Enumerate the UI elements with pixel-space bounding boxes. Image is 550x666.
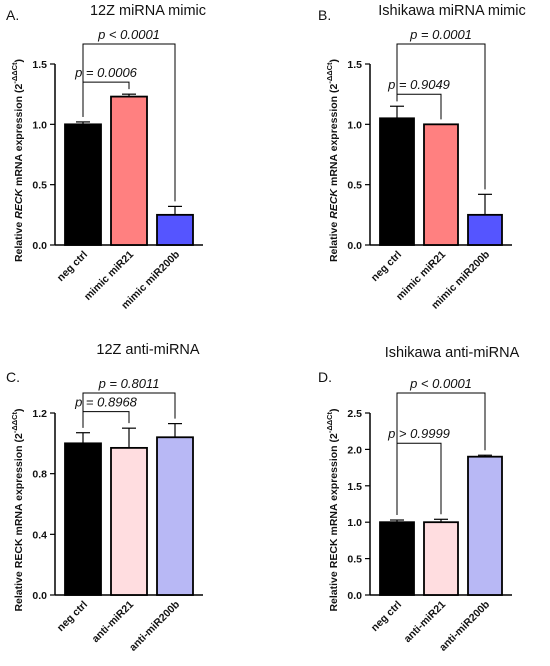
bar (156, 213, 194, 246)
y-label-prefix: Relative (13, 571, 25, 611)
panel-label: B. (318, 7, 331, 23)
y-label-prefix: Relative (328, 571, 340, 611)
y-axis-label: Relative RECK mRNA expression (2-ΔΔCt) (10, 59, 25, 262)
chart-title: 12Z miRNA mimic (90, 3, 206, 19)
y-tick-label: 1.5 (347, 481, 362, 493)
y-label-suffix: mRNA expression (2 (328, 433, 340, 535)
p-value-label: p < 0.0001 (409, 376, 472, 391)
p-value-label: p = 0.9049 (387, 77, 450, 92)
y-tick-label: 0.4 (32, 529, 47, 541)
chart-title: Ishikawa miRNA mimic (378, 3, 525, 19)
y-tick-label: 0.5 (347, 554, 362, 566)
bar (110, 446, 148, 596)
bar (64, 123, 102, 246)
y-label-exponent: -ΔΔCt (325, 411, 334, 433)
p-value-label: p > 0.9999 (387, 426, 450, 441)
y-label-close: ) (328, 408, 340, 412)
y-tick-label: 0.0 (32, 240, 47, 252)
y-label-suffix: mRNA expression (2 (13, 84, 25, 186)
y-label-suffix: mRNA expression (2 (328, 84, 340, 186)
panel-a: A. 12Z miRNA mimic 0.0 0.5 1.0 1.5 Relative REC… (6, 3, 206, 312)
panel-label: A. (6, 7, 19, 23)
y-tick-label: 1.2 (32, 408, 47, 420)
y-label-gene: RECK (328, 538, 340, 568)
p-value-label: p < 0.0001 (97, 27, 160, 42)
significance-bracket (396, 442, 442, 516)
y-axis-label: Relative RECK mRNA expression (2-ΔΔCt) (325, 408, 340, 611)
y-tick-label: 0.0 (347, 240, 362, 252)
y-tick-label: 0.0 (32, 590, 47, 602)
x-tick-label: neg ctrl (369, 249, 404, 284)
p-value-label: p = 0.8968 (74, 395, 138, 410)
bar (156, 436, 194, 596)
panel-c: C. 12Z anti-miRNA 0.0 0.4 0.8 1.2 Relative RECK… (6, 342, 203, 654)
bar (467, 213, 503, 246)
y-axis-label: Relative RECK mRNA expression (2-ΔΔCt) (10, 408, 25, 611)
y-label-gene: RECK (13, 188, 25, 219)
y-tick-label: 1.5 (32, 59, 47, 71)
x-tick-label: anti-miR21 (90, 599, 137, 646)
y-tick-label: 1.0 (32, 119, 47, 131)
bar (110, 95, 148, 246)
x-tick-label: neg ctrl (55, 599, 90, 634)
y-tick-label: 1.0 (347, 517, 362, 529)
y-tick-label: 1.0 (347, 119, 362, 131)
y-tick-label: 0.8 (32, 469, 47, 481)
significance-bracket (82, 392, 176, 428)
y-label-suffix: mRNA expression (2 (13, 433, 25, 535)
bar (467, 455, 503, 596)
bar (379, 521, 415, 596)
x-tick-label: neg ctrl (55, 249, 90, 284)
panel-label: D. (318, 369, 332, 385)
bar (423, 521, 459, 596)
significance-bracket (82, 411, 130, 428)
chart-title: 12Z anti-miRNA (96, 342, 199, 358)
panel-label: C. (6, 369, 20, 385)
y-label-gene: RECK (328, 188, 340, 219)
y-label-close: ) (13, 59, 25, 63)
y-label-prefix: Relative (13, 222, 25, 262)
y-label-prefix: Relative (328, 222, 340, 262)
significance-bracket (82, 43, 176, 202)
x-tick-label: neg ctrl (369, 599, 404, 634)
y-tick-label: 0.0 (347, 590, 362, 602)
x-tick-label: anti-miR21 (402, 599, 449, 646)
significance-bracket (396, 392, 486, 516)
y-tick-label: 2.0 (347, 444, 362, 456)
p-value-label: p = 0.0001 (409, 27, 472, 42)
panel-d: D. Ishikawa anti-miRNA 0.0 0.5 1.0 1.5 2.0 2.5 R… (318, 345, 520, 654)
significance-bracket (396, 43, 486, 190)
chart-title: Ishikawa anti-miRNA (385, 345, 520, 361)
panel-b: B. Ishikawa miRNA mimic 0.0 0.5 1.0 1.5 Relati… (318, 3, 526, 312)
y-tick-label: 0.5 (32, 180, 47, 192)
y-axis-label: Relative RECK mRNA expression (2-ΔΔCt) (325, 59, 340, 262)
y-tick-label: 1.5 (347, 59, 362, 71)
y-label-exponent: -ΔΔCt (325, 62, 334, 84)
bar (423, 123, 459, 246)
y-tick-label: 0.5 (347, 180, 362, 192)
y-label-close: ) (328, 59, 340, 63)
y-label-exponent: -ΔΔCt (10, 62, 19, 84)
bar (64, 442, 102, 596)
y-label-gene: RECK (13, 538, 25, 568)
y-label-close: ) (13, 408, 25, 412)
p-value-label: p = 0.8011 (98, 376, 160, 391)
p-value-label: p = 0.0006 (74, 65, 138, 80)
y-label-exponent: -ΔΔCt (10, 411, 19, 433)
bar (379, 117, 415, 246)
y-tick-label: 2.5 (347, 408, 362, 420)
